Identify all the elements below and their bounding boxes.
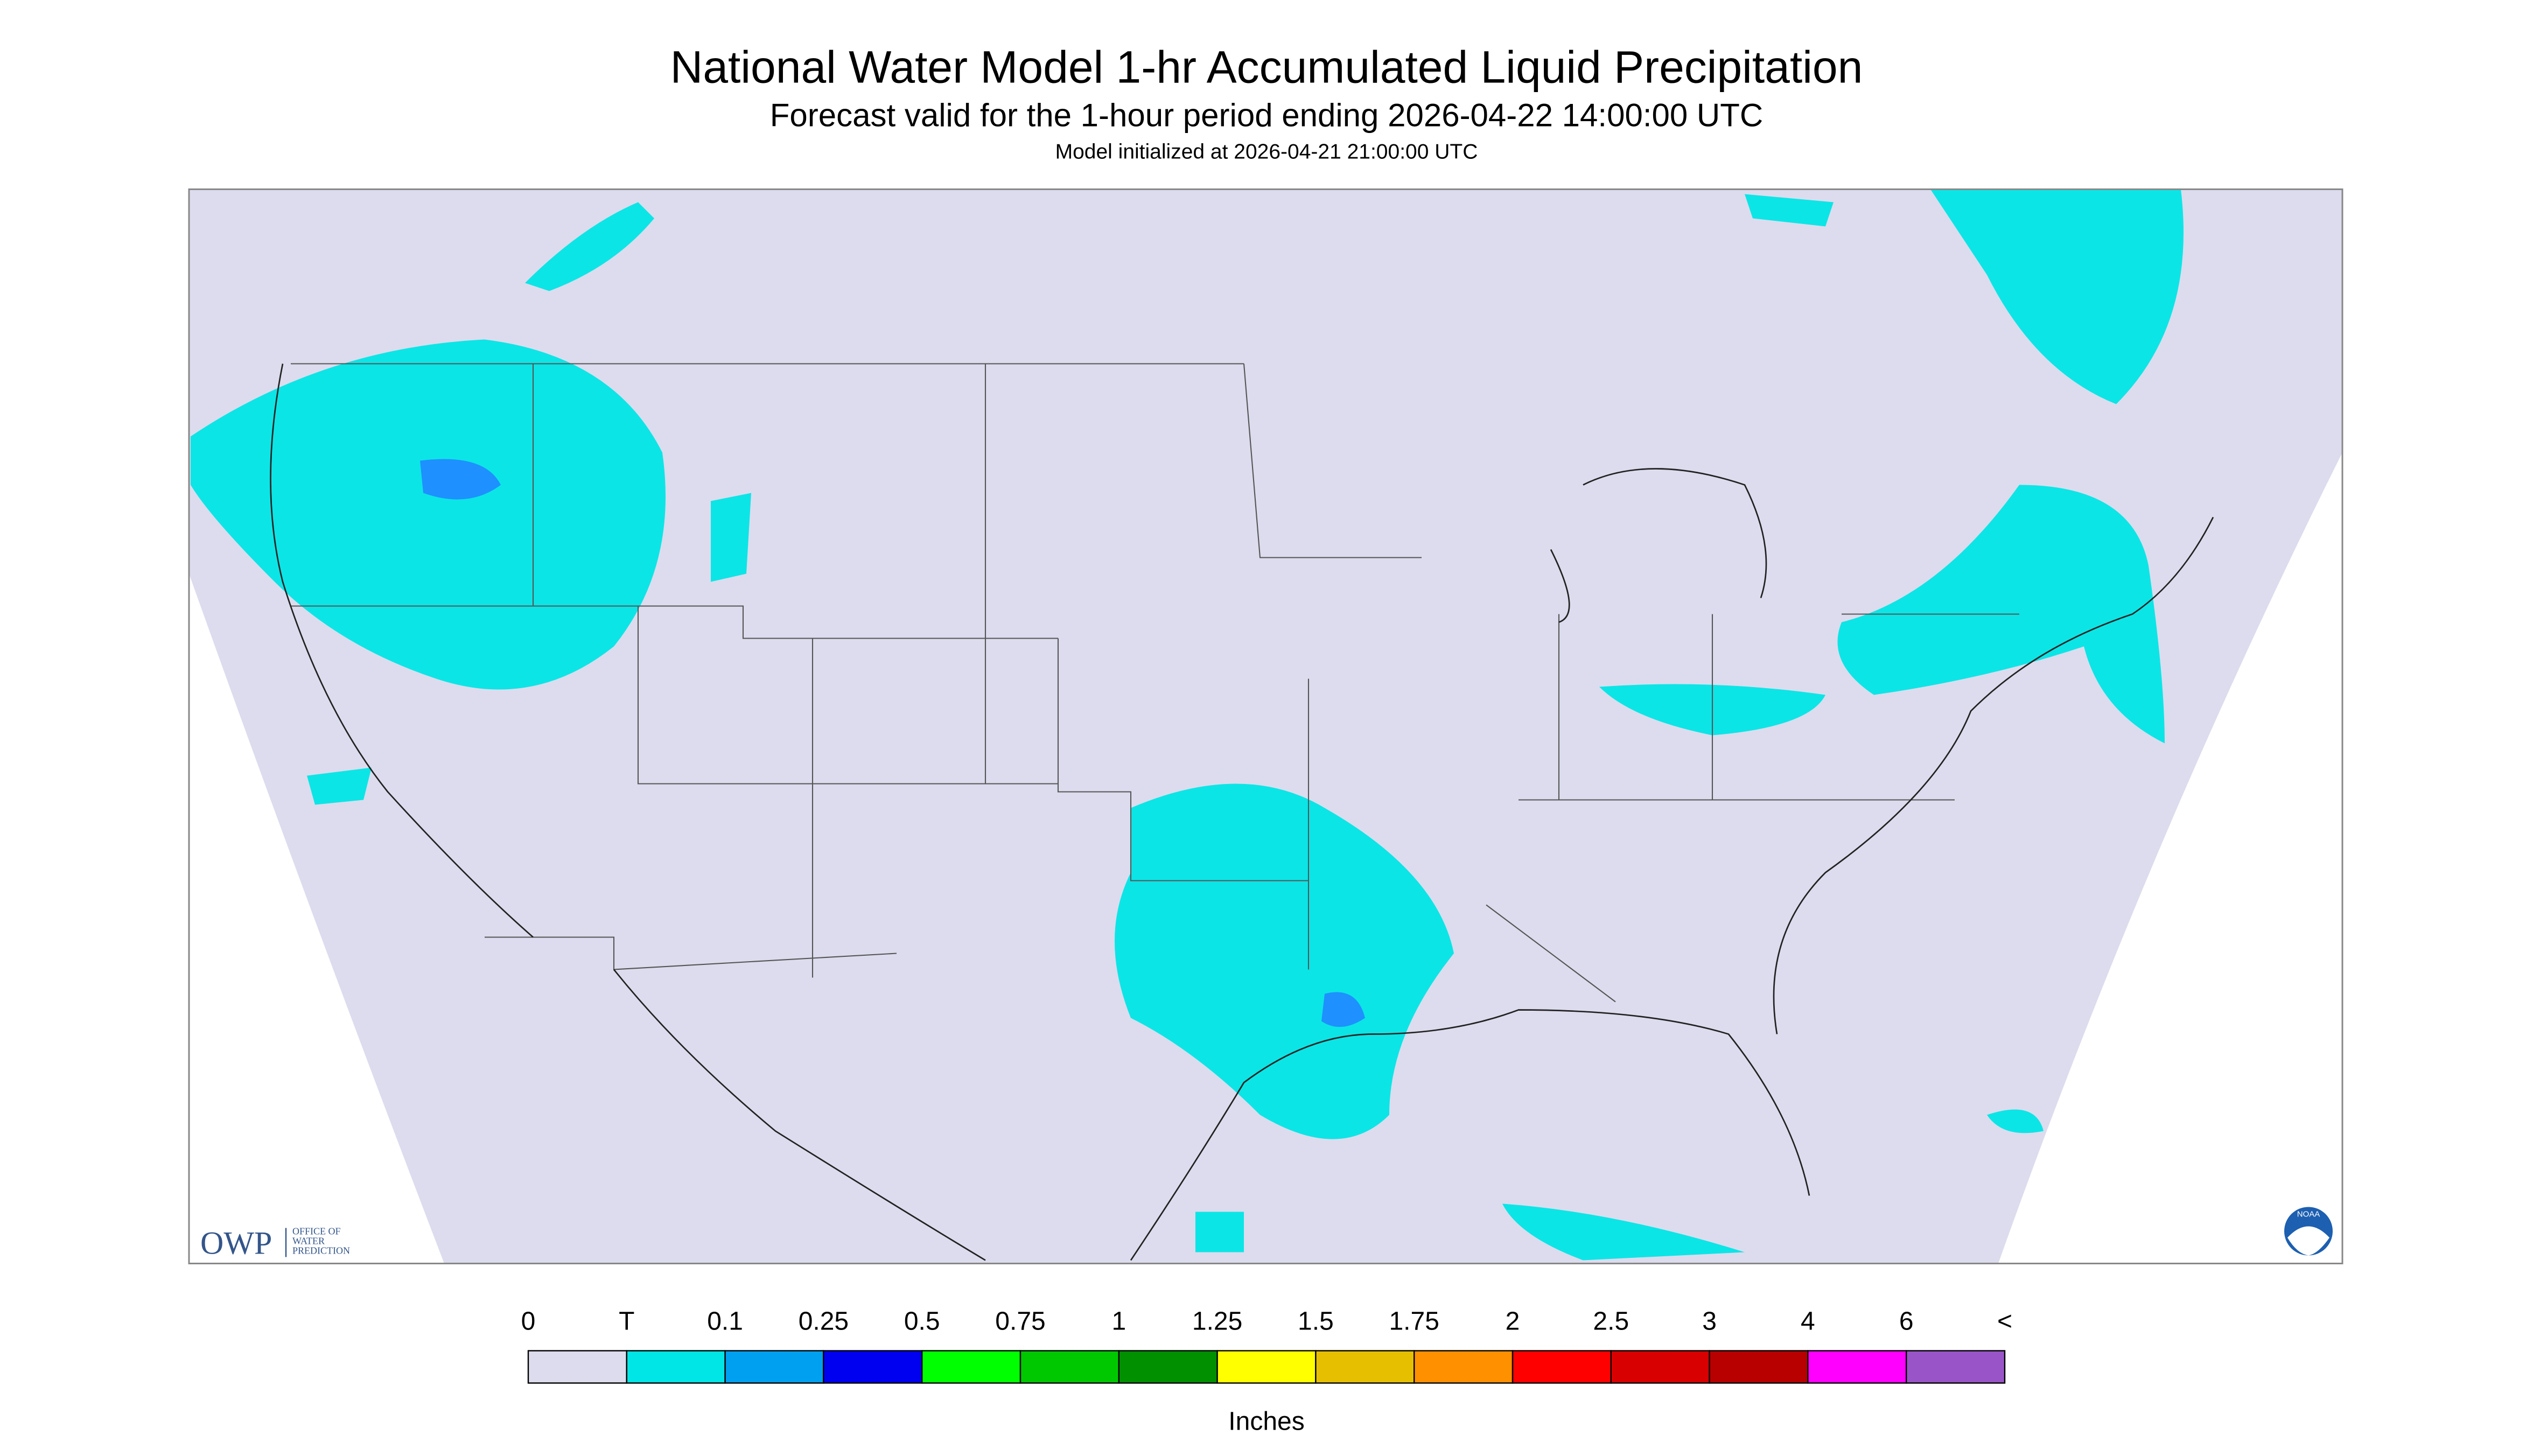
- owp-name: PREDICTION: [292, 1245, 350, 1256]
- map-frame: [188, 188, 2343, 1264]
- legend-swatch: [921, 1350, 1021, 1384]
- legend-units: Inches: [1228, 1408, 1304, 1436]
- init-time: Model initialized at 2026-04-21 21:00:00…: [1055, 141, 1478, 164]
- legend: 0 T 0.1 0.25 0.5 0.75 1 1.25 1.5 1.75 2 2.5 3 4 6 <: [521, 1307, 2012, 1384]
- legend-label: 2.5: [1593, 1307, 1629, 1336]
- legend-label: 1: [1111, 1307, 1126, 1336]
- legend-label: 1.25: [1192, 1307, 1242, 1336]
- noaa-logo-text: NOAA: [2297, 1210, 2320, 1219]
- legend-swatch: [1315, 1350, 1415, 1384]
- outside-domain: [189, 573, 444, 1264]
- owp-name: WATER: [292, 1236, 325, 1247]
- legend-label: 0.1: [707, 1307, 743, 1336]
- legend-swatch: [1905, 1350, 2006, 1384]
- legend-swatch: [823, 1350, 923, 1384]
- legend-label: 0.75: [995, 1307, 1045, 1336]
- legend-label: 0.5: [904, 1307, 940, 1336]
- precipitation: [191, 189, 2184, 1261]
- owp-name: OFFICE OF: [292, 1226, 341, 1237]
- legend-swatch: [527, 1350, 628, 1384]
- legend-swatch: [1610, 1350, 1710, 1384]
- legend-swatch: [1709, 1350, 1809, 1384]
- legend-swatch: [1216, 1350, 1317, 1384]
- legend-label: 0.25: [799, 1307, 849, 1336]
- legend-swatch: [1414, 1350, 1514, 1384]
- legend-swatch: [724, 1350, 824, 1384]
- outside-domain: [1998, 452, 2342, 1264]
- legend-swatch: [1807, 1350, 1907, 1384]
- legend-label: 4: [1801, 1307, 1815, 1336]
- legend-label: T: [619, 1307, 634, 1336]
- legend-label: 1.5: [1298, 1307, 1334, 1336]
- legend-swatch: [1019, 1350, 1120, 1384]
- legend-label: 3: [1702, 1307, 1717, 1336]
- legend-label: 6: [1899, 1307, 1914, 1336]
- legend-label: 2: [1506, 1307, 1520, 1336]
- boundaries: [270, 363, 2214, 1261]
- noaa-logo-wave: [2287, 1226, 2329, 1256]
- subtitle: Forecast valid for the 1-hour period end…: [770, 97, 1763, 134]
- legend-label: 1.75: [1389, 1307, 1439, 1336]
- legend-swatch: [1118, 1350, 1218, 1384]
- map: OWP OFFICE OF WATER PREDICTION NOAA: [188, 188, 2343, 1264]
- legend-swatch: [626, 1350, 726, 1384]
- title: National Water Model 1-hr Accumulated Li…: [670, 42, 1863, 93]
- legend-label: 0: [521, 1307, 536, 1336]
- legend-swatch: [1512, 1350, 1612, 1384]
- owp-logo: OWP: [200, 1226, 272, 1261]
- legend-label: <: [1997, 1307, 2012, 1336]
